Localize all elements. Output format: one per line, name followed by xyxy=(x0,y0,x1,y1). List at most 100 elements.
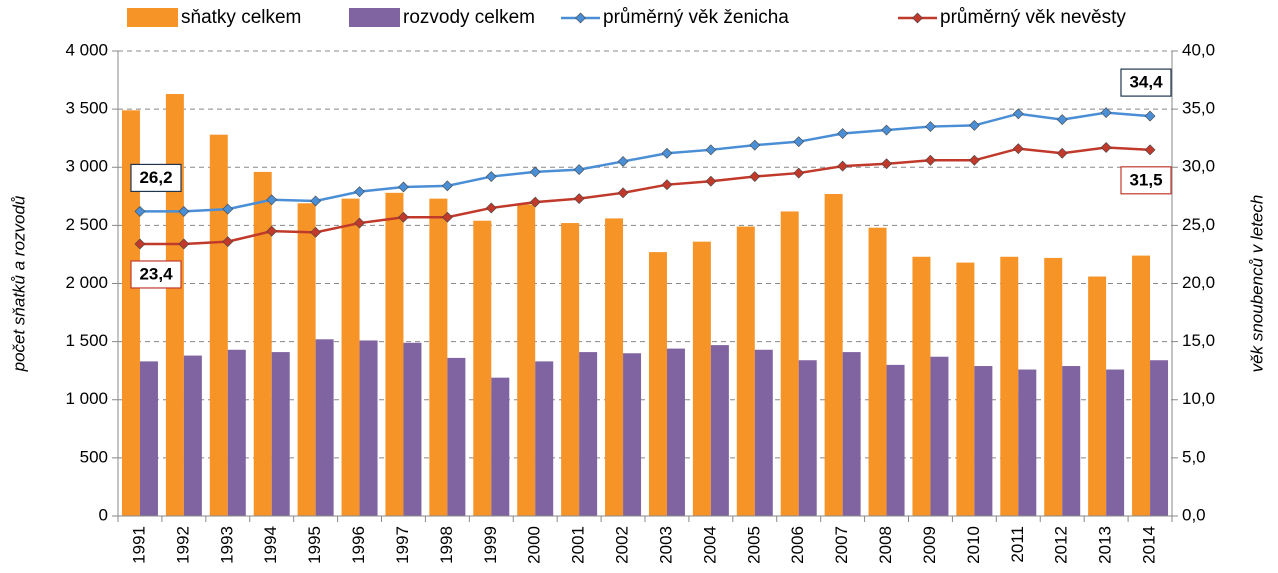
x-tick-label: 2000 xyxy=(525,526,544,564)
bar xyxy=(1062,366,1081,516)
value-label: 34,4 xyxy=(1129,73,1163,92)
x-tick-label: 2003 xyxy=(656,526,675,564)
bar xyxy=(798,360,817,516)
marker xyxy=(266,225,278,237)
bar xyxy=(666,348,685,516)
x-tick-label: 2004 xyxy=(700,526,719,564)
legend-label: rozvody celkem xyxy=(403,7,535,28)
marker xyxy=(1012,143,1024,155)
bar xyxy=(253,171,272,516)
bar xyxy=(297,203,316,516)
y2-axis-label: věk snoubenců v letech xyxy=(1247,195,1266,373)
bar xyxy=(359,340,378,516)
bar xyxy=(561,223,580,517)
marker xyxy=(837,128,849,139)
x-tick-label: 1992 xyxy=(173,526,192,564)
bar xyxy=(227,349,246,516)
marker xyxy=(134,238,146,250)
marker xyxy=(398,211,409,223)
marker xyxy=(705,144,717,156)
bar xyxy=(754,349,773,516)
marker xyxy=(310,226,322,238)
marker xyxy=(1144,110,1156,122)
bar xyxy=(1088,276,1107,516)
marker xyxy=(573,164,585,175)
x-tick-label: 2007 xyxy=(832,526,851,564)
legend-swatch xyxy=(349,8,400,27)
marker xyxy=(529,196,541,208)
y-axis-label: počet sňatků a rozvodů xyxy=(9,195,28,372)
marker xyxy=(222,236,234,248)
marker xyxy=(354,217,365,229)
y-tick-label: 4 000 xyxy=(65,40,108,59)
x-tick-label: 2002 xyxy=(613,526,632,564)
marker xyxy=(441,180,453,192)
bar xyxy=(1018,369,1037,516)
bar xyxy=(535,361,554,516)
x-tick-label: 2011 xyxy=(1008,526,1027,563)
line xyxy=(139,111,1151,213)
bar xyxy=(974,366,993,516)
bar xyxy=(736,226,755,516)
line xyxy=(139,146,1151,246)
bar xyxy=(623,353,642,516)
x-tick-label: 1998 xyxy=(437,526,456,564)
x-tick-label: 2012 xyxy=(1052,526,1071,564)
marker xyxy=(793,167,805,179)
marker xyxy=(881,158,892,170)
bar xyxy=(165,94,184,516)
value-label-box xyxy=(1120,166,1172,195)
value-label-box xyxy=(1120,68,1172,97)
marker xyxy=(1056,147,1068,159)
marker xyxy=(968,119,980,131)
legend-swatch xyxy=(127,8,178,27)
bar xyxy=(473,220,492,516)
marker xyxy=(925,154,936,166)
marker xyxy=(749,139,761,151)
marker xyxy=(222,203,234,215)
legend-marker xyxy=(575,12,586,24)
y-tick-label: 2 000 xyxy=(65,273,108,292)
bar xyxy=(491,377,510,516)
x-tick-label: 2014 xyxy=(1140,526,1159,564)
y2-tick-label: 10,0 xyxy=(1182,389,1215,408)
y2-tick-label: 5,0 xyxy=(1182,447,1206,466)
x-tick-label: 1994 xyxy=(261,526,280,564)
x-tick-label: 1996 xyxy=(349,526,368,564)
value-label: 26,2 xyxy=(139,168,172,187)
bar xyxy=(341,198,360,516)
x-tick-label: 2010 xyxy=(964,526,983,564)
y-tick-label: 500 xyxy=(80,447,108,466)
marker xyxy=(398,181,409,193)
marker xyxy=(178,238,190,250)
legend-label: průměrný věk ženicha xyxy=(603,7,789,28)
bar xyxy=(842,352,861,516)
marker xyxy=(881,124,892,136)
bar xyxy=(403,342,422,516)
y-tick-label: 1 000 xyxy=(65,389,108,408)
bar xyxy=(385,192,404,516)
bar xyxy=(1150,360,1169,516)
y2-tick-label: 20,0 xyxy=(1182,273,1215,292)
x-tick-label: 2009 xyxy=(920,526,939,564)
bar xyxy=(447,357,466,516)
y2-tick-label: 30,0 xyxy=(1182,157,1215,176)
bar xyxy=(1106,369,1125,516)
y2-tick-label: 40,0 xyxy=(1182,40,1215,59)
marker xyxy=(661,147,673,159)
marker xyxy=(441,211,453,223)
marker xyxy=(617,187,629,199)
y-tick-label: 3 000 xyxy=(65,157,108,176)
x-tick-label: 2013 xyxy=(1096,526,1115,564)
bar xyxy=(1132,255,1151,516)
marker xyxy=(529,166,541,178)
x-tick-label: 1999 xyxy=(481,526,500,564)
legend-label: průměrný věk nevěsty xyxy=(940,7,1126,28)
y2-tick-label: 15,0 xyxy=(1182,331,1215,350)
bar xyxy=(956,262,975,516)
bar xyxy=(315,339,334,516)
y-tick-label: 1 500 xyxy=(65,331,108,350)
x-tick-label: 1997 xyxy=(393,526,412,564)
bar xyxy=(692,241,711,516)
legend-marker xyxy=(912,12,923,24)
